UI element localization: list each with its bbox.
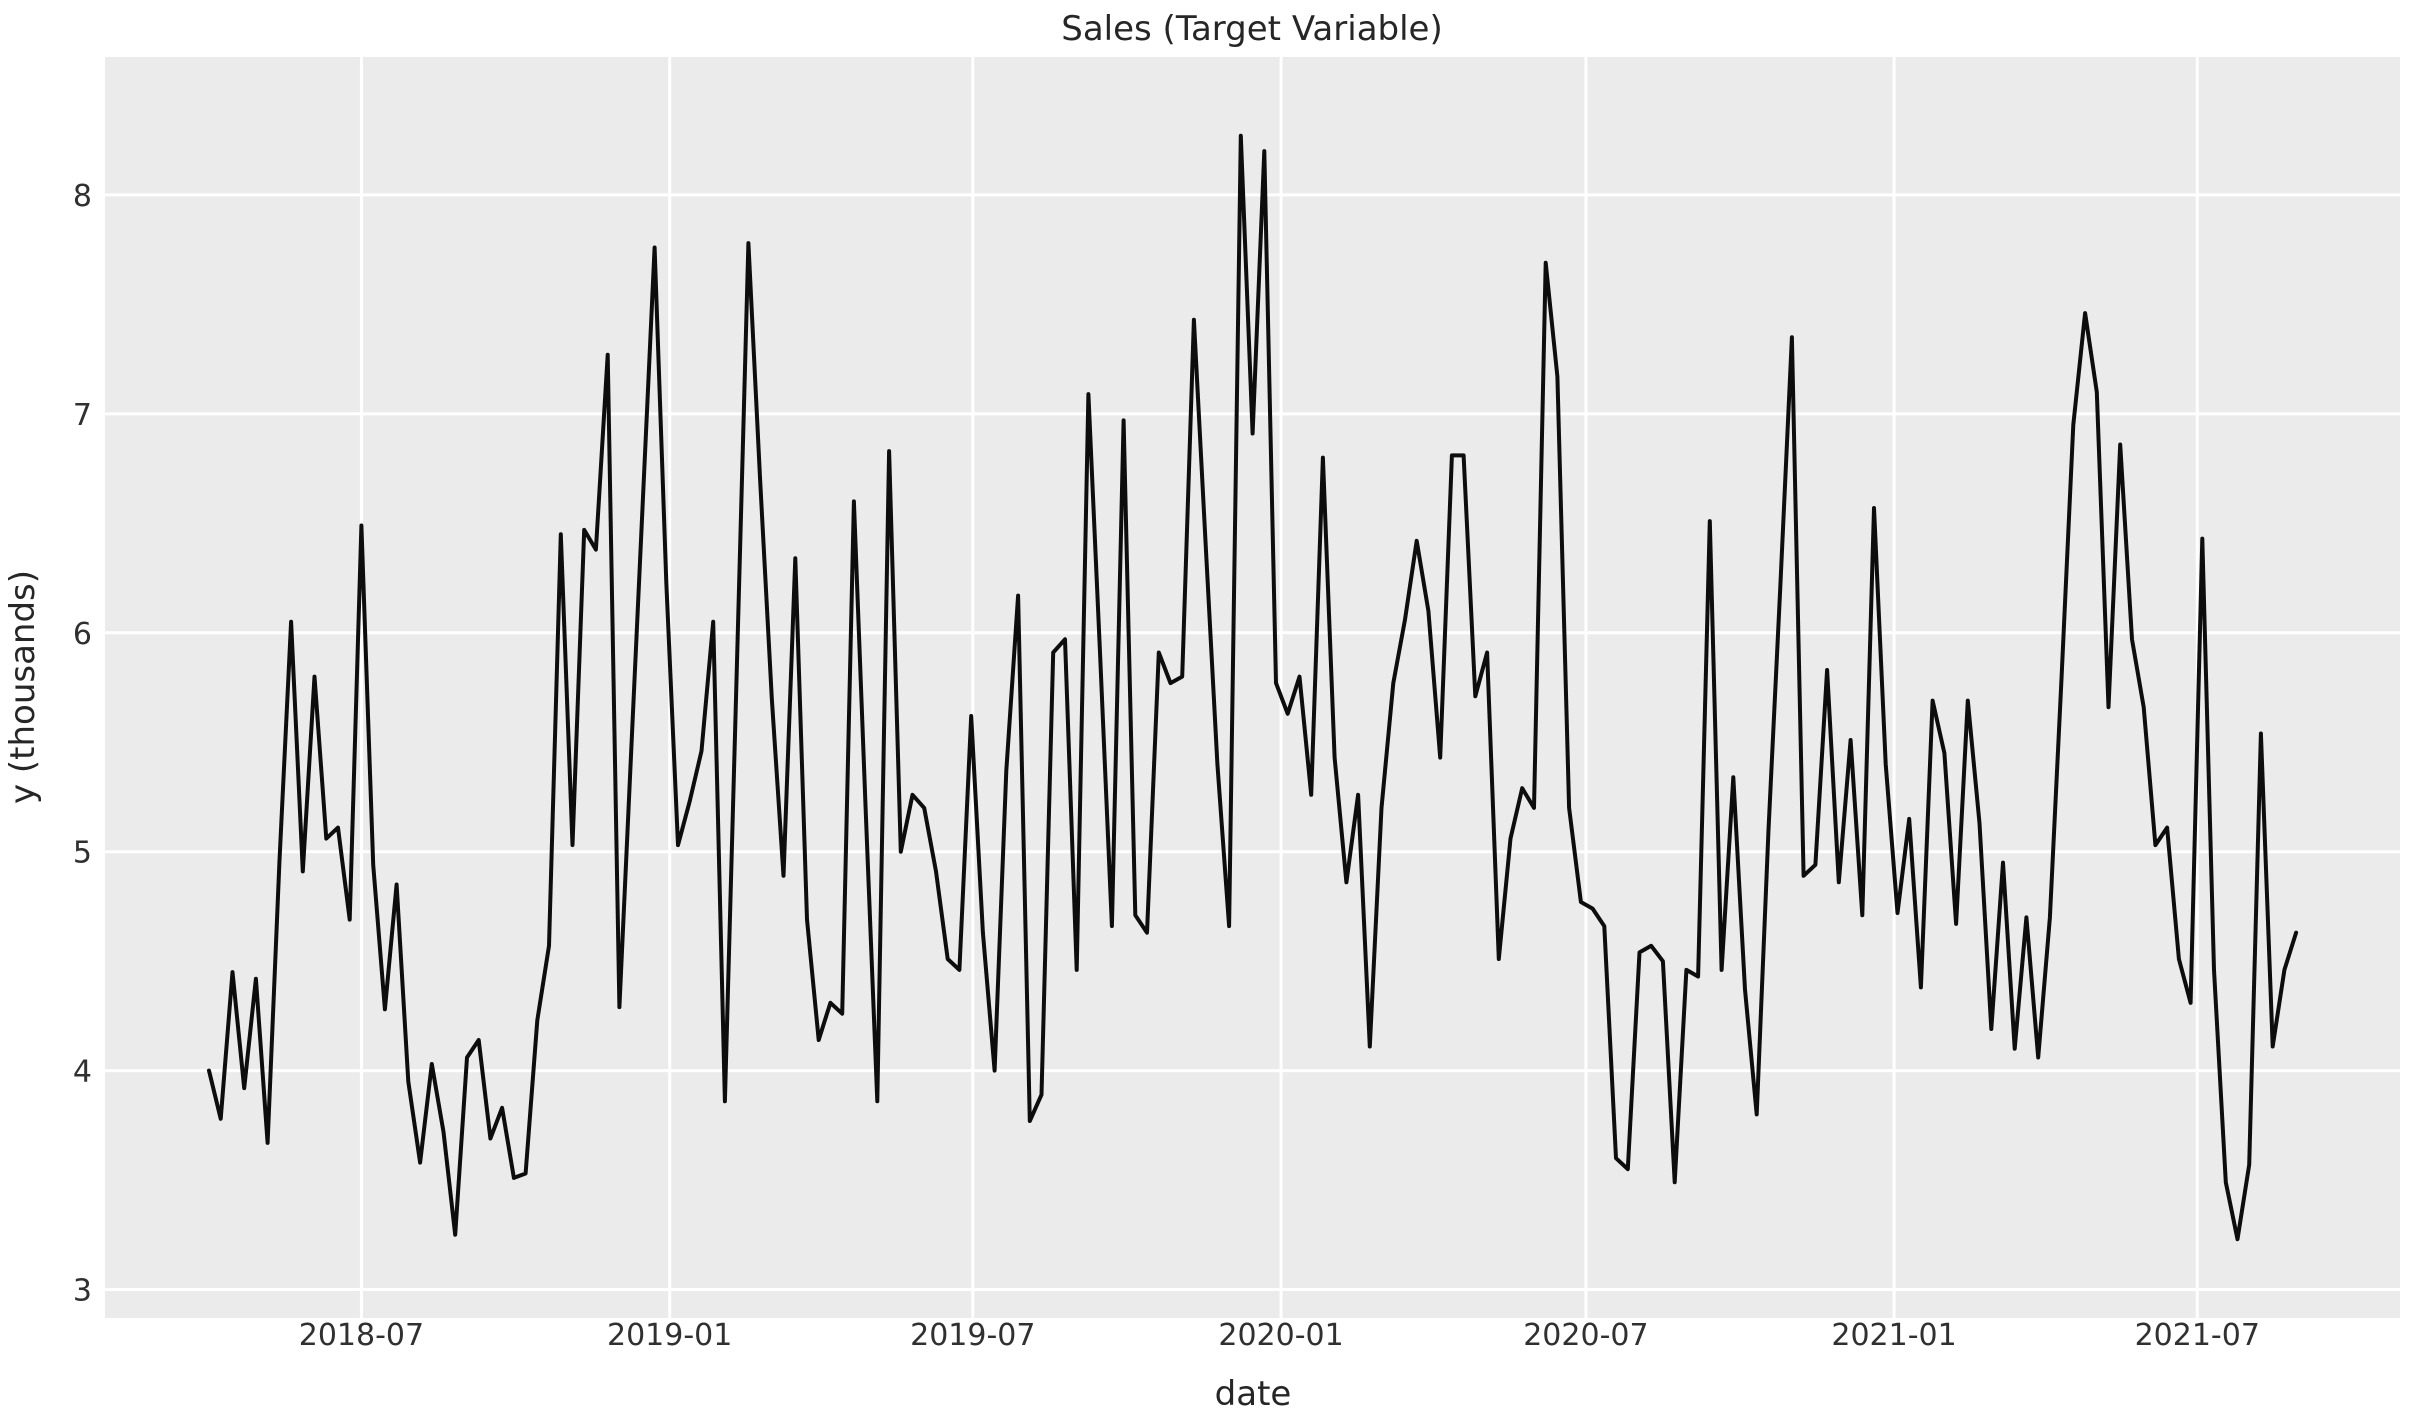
x-tick-label: 2021-01 [1831,1318,1956,1353]
plot-area [105,57,2400,1318]
y-tick-label: 6 [73,617,92,652]
sales-line [207,133,2299,1242]
x-tick-label: 2019-07 [910,1318,1035,1353]
y-tick-label: 8 [73,179,92,214]
x-tick-label: 2018-07 [299,1318,424,1353]
y-tick-label: 4 [73,1055,92,1090]
y-tick-label: 5 [73,836,92,871]
x-tick-label: 2020-07 [1523,1318,1648,1353]
chart-title: Sales (Target Variable) [1061,9,1443,49]
y-tick-label: 3 [73,1274,92,1309]
x-axis-tick-labels: 2018-07 2019-01 2019-07 2020-01 2020-07 2021-… [299,1318,2260,1353]
x-tick-label: 2021-07 [2135,1318,2260,1353]
x-tick-label: 2020-01 [1218,1318,1343,1353]
y-axis-label: y (thousands) [3,570,43,804]
x-tick-label: 2019-01 [607,1318,732,1353]
y-tick-label: 7 [73,398,92,433]
y-axis-tick-labels: 3 4 5 6 7 8 [73,179,92,1309]
x-axis-label: date [1215,1374,1292,1414]
